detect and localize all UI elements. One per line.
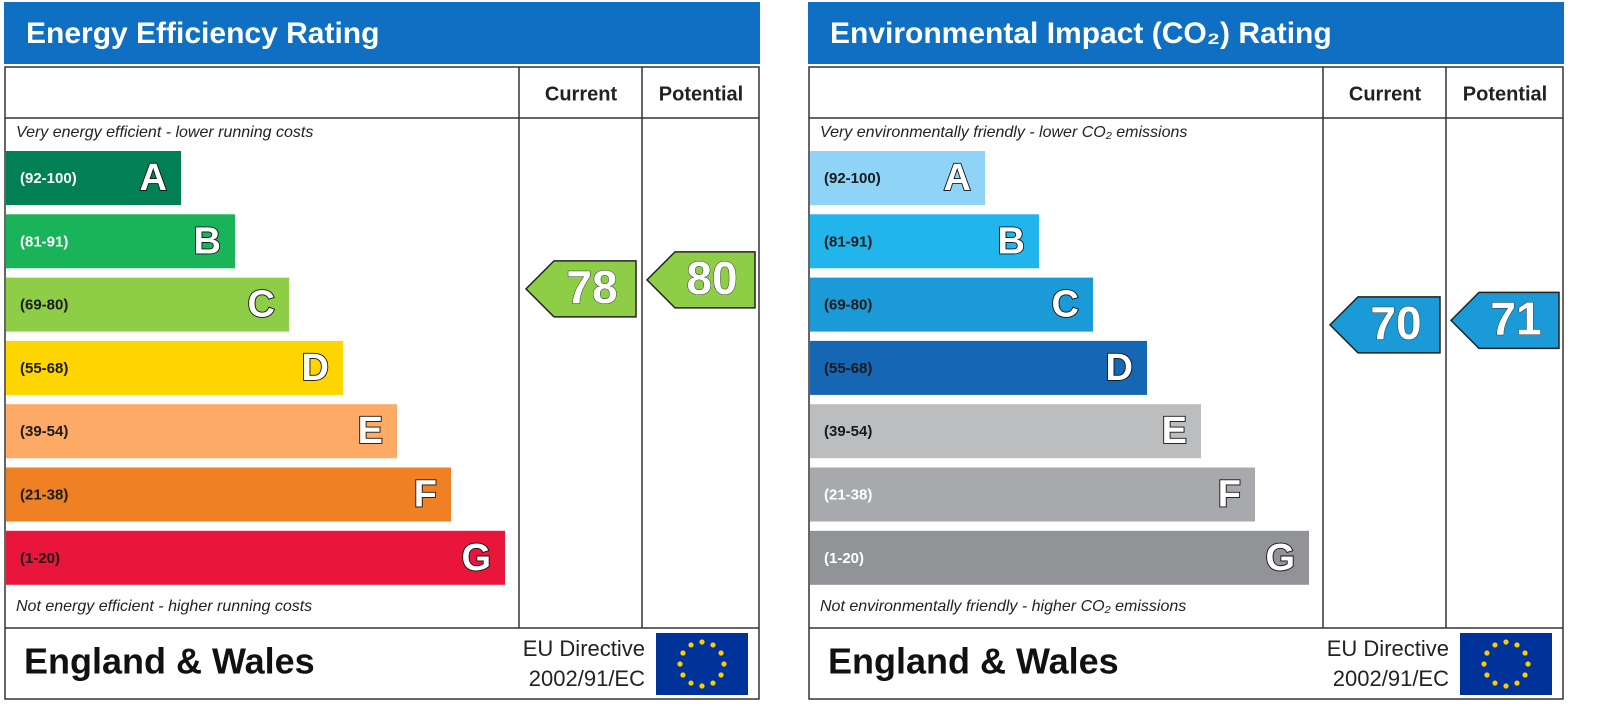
flag-star <box>1525 661 1531 667</box>
band-range: (55-68) <box>824 360 872 377</box>
flag-star <box>677 661 683 667</box>
band-letter: A <box>944 157 971 199</box>
band-range: (39-54) <box>824 423 872 440</box>
top-note: Very energy efficient - lower running co… <box>16 124 313 141</box>
bottom-note: Not energy efficient - higher running co… <box>16 598 312 615</box>
band-letter: F <box>1218 474 1241 516</box>
directive: 2002/91/EC <box>529 666 645 691</box>
rating-value: 78 <box>566 261 617 313</box>
band-letter: F <box>414 474 437 516</box>
band-bar <box>810 340 1147 395</box>
band-range: (92-100) <box>824 170 881 187</box>
band-range: (92-100) <box>20 170 77 187</box>
band-letter: E <box>1162 410 1187 452</box>
column-header: Current <box>1349 83 1422 105</box>
flag-star <box>1492 680 1498 686</box>
rating-arrow <box>524 260 637 318</box>
bottom-note: Not environmentally friendly - higher CO… <box>820 598 1186 615</box>
flag-star <box>721 661 727 667</box>
band-bar <box>810 277 1093 332</box>
band-bar <box>6 340 343 395</box>
band-letter: G <box>1265 537 1295 579</box>
top-note: Very environmentally friendly - lower CO… <box>820 124 1187 141</box>
band-letter: D <box>302 347 329 389</box>
band-letter: E <box>358 410 383 452</box>
rating-arrow <box>1328 296 1441 354</box>
band-bar <box>810 404 1201 459</box>
band-bar <box>6 277 289 332</box>
band-range: (1-20) <box>20 550 60 567</box>
rating-arrow <box>645 251 756 309</box>
band-range: (1-20) <box>824 550 864 567</box>
band-bar <box>810 214 1039 269</box>
flag-star <box>718 672 724 678</box>
title-bar <box>4 2 760 64</box>
band-letter: D <box>1106 347 1133 389</box>
flag-star <box>1503 639 1509 645</box>
band-bar <box>6 530 505 585</box>
band-letter: C <box>1052 284 1079 326</box>
flag-star <box>1492 642 1498 648</box>
band-bar <box>810 467 1255 522</box>
flag-star <box>710 642 716 648</box>
flag-star <box>1514 680 1520 686</box>
title-bar <box>808 2 1564 64</box>
rating-arrow <box>1449 291 1560 350</box>
flag-star <box>718 650 724 656</box>
band-bar <box>810 530 1309 585</box>
flag-star <box>1484 672 1490 678</box>
flag-star <box>710 680 716 686</box>
band-bar <box>6 214 235 269</box>
band-range: (81-91) <box>824 233 872 250</box>
flag-star <box>1481 661 1487 667</box>
flag-star <box>699 683 705 689</box>
band-letter: B <box>998 220 1025 262</box>
rating-value: 80 <box>686 252 737 304</box>
flag-star <box>1484 650 1490 656</box>
band-range: (21-38) <box>824 486 872 503</box>
band-bar <box>6 151 181 205</box>
band-letter: C <box>248 284 275 326</box>
directive: EU Directive <box>1327 636 1449 661</box>
band-letter: B <box>194 220 221 262</box>
flag-star <box>1522 672 1528 678</box>
rating-value: 71 <box>1490 293 1541 345</box>
band-bar <box>6 467 451 522</box>
column-header: Potential <box>659 83 743 105</box>
region: England & Wales <box>828 641 1119 682</box>
band-range: (39-54) <box>20 423 68 440</box>
flag-star <box>1522 650 1528 656</box>
band-bar <box>810 151 985 205</box>
flag-star <box>688 642 694 648</box>
flag-star <box>1514 642 1520 648</box>
rating-value: 70 <box>1370 297 1421 349</box>
band-bar <box>6 404 397 459</box>
region: England & Wales <box>24 641 315 682</box>
flag-star <box>688 680 694 686</box>
directive: EU Directive <box>523 636 645 661</box>
band-range: (69-80) <box>20 297 68 314</box>
band-range: (69-80) <box>824 297 872 314</box>
column-header: Current <box>545 83 618 105</box>
panel-title: Energy Efficiency Rating <box>26 17 379 50</box>
flag-star <box>1503 683 1509 689</box>
flag-star <box>680 650 686 656</box>
band-range: (81-91) <box>20 233 68 250</box>
directive: 2002/91/EC <box>1333 666 1449 691</box>
band-range: (55-68) <box>20 360 68 377</box>
band-letter: G <box>461 537 491 579</box>
flag-star <box>680 672 686 678</box>
column-header: Potential <box>1463 83 1547 105</box>
flag-star <box>699 639 705 645</box>
panel-title: Environmental Impact (CO₂) Rating <box>830 17 1332 50</box>
band-range: (21-38) <box>20 486 68 503</box>
band-letter: A <box>140 157 167 199</box>
